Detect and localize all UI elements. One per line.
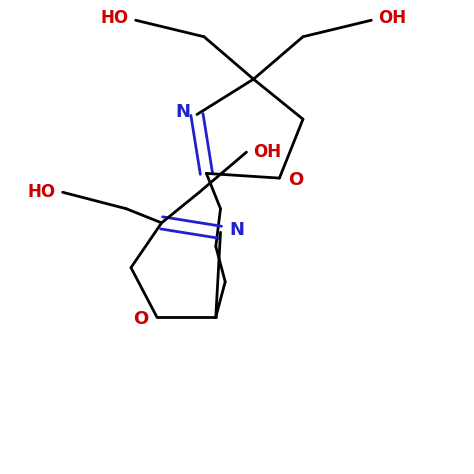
Text: N: N [229, 221, 244, 239]
Text: OH: OH [378, 9, 407, 27]
Text: HO: HO [27, 183, 55, 201]
Text: O: O [133, 310, 148, 328]
Text: OH: OH [254, 143, 282, 161]
Text: HO: HO [100, 9, 128, 27]
Text: O: O [288, 172, 303, 190]
Text: N: N [175, 103, 190, 121]
